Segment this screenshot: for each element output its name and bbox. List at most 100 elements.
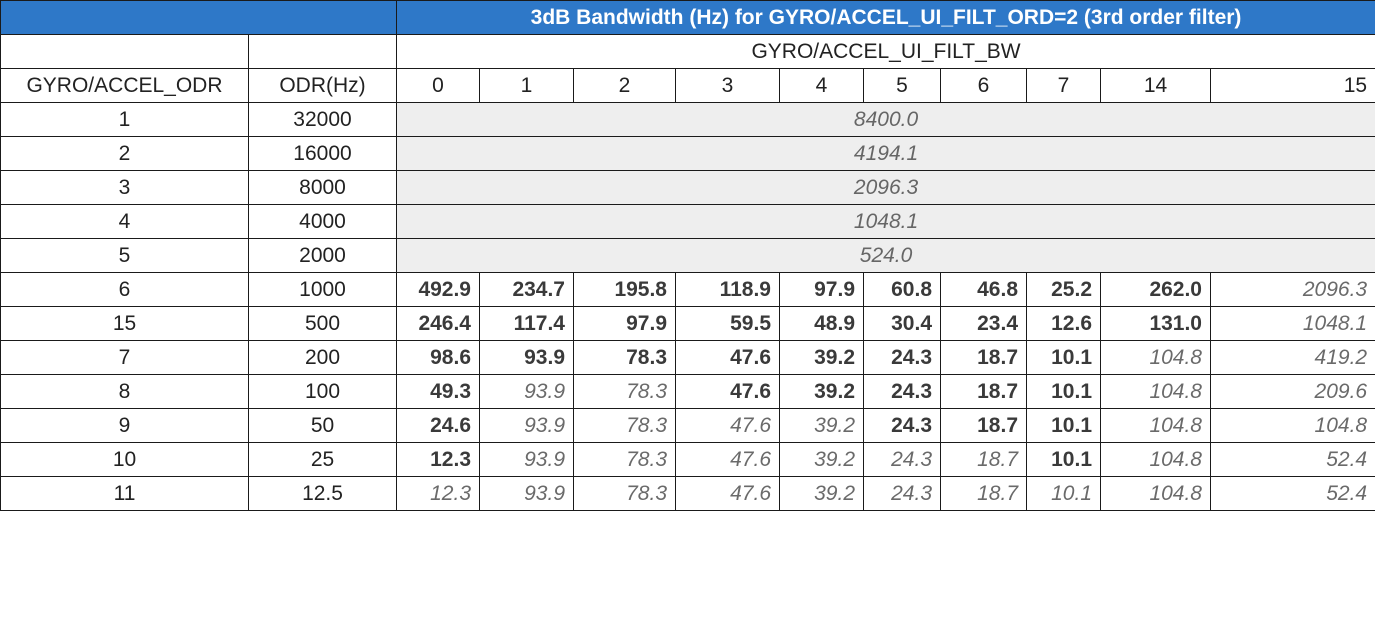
bandwidth-cell: 24.3 (863, 408, 941, 443)
bandwidth-cell: 24.3 (863, 476, 941, 511)
odr-hz-cell: 32000 (248, 102, 397, 137)
bandwidth-cell: 24.6 (396, 408, 480, 443)
odr-cell: 11 (0, 476, 249, 511)
blank-cell (0, 34, 249, 69)
bandwidth-merged-cell: 4194.1 (395, 136, 1375, 171)
odr-cell: 4 (0, 204, 249, 239)
bandwidth-cell: 47.6 (675, 476, 780, 511)
table-title: 3dB Bandwidth (Hz) for GYRO/ACCEL_UI_FIL… (395, 0, 1375, 35)
bandwidth-cell: 131.0 (1100, 306, 1211, 341)
odr-hz-cell: 16000 (248, 136, 397, 171)
bandwidth-table: 3dB Bandwidth (Hz) for GYRO/ACCEL_UI_FIL… (0, 0, 1375, 511)
bandwidth-cell: 419.2 (1209, 340, 1375, 375)
table-row: 11 12.5 12.3 93.9 78.3 47.6 39.2 24.3 18.7 10.1 10… (0, 476, 1375, 511)
col-header-bw-1: 1 (479, 68, 574, 103)
bandwidth-cell: 246.4 (396, 306, 480, 341)
odr-hz-cell: 8000 (248, 170, 397, 205)
odr-cell: 5 (0, 238, 249, 273)
bandwidth-cell: 1048.1 (1209, 306, 1375, 341)
table-row: 15 500 246.4 117.4 97.9 59.5 48.9 30.4 23.4 12.6 1… (0, 306, 1375, 341)
bandwidth-cell: 12.3 (396, 476, 480, 511)
bandwidth-cell: 48.9 (779, 306, 864, 341)
bandwidth-cell: 234.7 (479, 272, 574, 307)
table-row: 2 16000 4194.1 (0, 136, 1375, 171)
bandwidth-cell: 93.9 (479, 408, 574, 443)
group-header-row: GYRO/ACCEL_UI_FILT_BW (0, 34, 1375, 69)
col-header-bw-3: 3 (675, 68, 780, 103)
bandwidth-cell: 78.3 (573, 442, 676, 477)
bandwidth-cell: 492.9 (396, 272, 480, 307)
col-header-bw-14: 14 (1100, 68, 1211, 103)
odr-cell: 8 (0, 374, 249, 409)
bandwidth-cell: 104.8 (1209, 408, 1375, 443)
bandwidth-cell: 49.3 (396, 374, 480, 409)
odr-hz-cell: 12.5 (248, 476, 397, 511)
table-row: 10 25 12.3 93.9 78.3 47.6 39.2 24.3 18.7 10.1 104.… (0, 442, 1375, 477)
bandwidth-cell: 12.3 (396, 442, 480, 477)
bandwidth-cell: 10.1 (1026, 442, 1101, 477)
bandwidth-cell: 52.4 (1209, 476, 1375, 511)
odr-hz-cell: 500 (248, 306, 397, 341)
bandwidth-cell: 10.1 (1026, 340, 1101, 375)
bandwidth-cell: 52.4 (1209, 442, 1375, 477)
table-row: 8 100 49.3 93.9 78.3 47.6 39.2 24.3 18.7 10.1 104.… (0, 374, 1375, 409)
odr-cell: 3 (0, 170, 249, 205)
bandwidth-cell: 10.1 (1026, 476, 1101, 511)
bandwidth-cell: 93.9 (479, 340, 574, 375)
odr-cell: 6 (0, 272, 249, 307)
bandwidth-merged-cell: 1048.1 (395, 204, 1375, 239)
bandwidth-cell: 195.8 (573, 272, 676, 307)
bandwidth-cell: 39.2 (779, 340, 864, 375)
bandwidth-cell: 10.1 (1026, 374, 1101, 409)
bandwidth-cell: 47.6 (675, 442, 780, 477)
bandwidth-cell: 18.7 (940, 374, 1027, 409)
table-row: 1 32000 8400.0 (0, 102, 1375, 137)
blank-cell (248, 34, 397, 69)
bandwidth-merged-cell: 524.0 (395, 238, 1375, 273)
bandwidth-cell: 104.8 (1100, 374, 1211, 409)
bandwidth-cell: 117.4 (479, 306, 574, 341)
odr-hz-cell: 1000 (248, 272, 397, 307)
bandwidth-cell: 39.2 (779, 374, 864, 409)
col-header-odr: GYRO/ACCEL_ODR (0, 68, 249, 103)
col-header-bw-5: 5 (863, 68, 941, 103)
bandwidth-cell: 78.3 (573, 340, 676, 375)
table-row: 7 200 98.6 93.9 78.3 47.6 39.2 24.3 18.7 10.1 104.… (0, 340, 1375, 375)
bandwidth-cell: 98.6 (396, 340, 480, 375)
bandwidth-cell: 39.2 (779, 408, 864, 443)
table-row: 5 2000 524.0 (0, 238, 1375, 273)
odr-hz-cell: 4000 (248, 204, 397, 239)
bandwidth-cell: 93.9 (479, 476, 574, 511)
bandwidth-cell: 46.8 (940, 272, 1027, 307)
odr-cell: 15 (0, 306, 249, 341)
bandwidth-cell: 24.3 (863, 374, 941, 409)
col-header-bw-0: 0 (396, 68, 480, 103)
bandwidth-cell: 39.2 (779, 442, 864, 477)
odr-hz-cell: 50 (248, 408, 397, 443)
title-blank-cell (0, 0, 397, 35)
bandwidth-cell: 104.8 (1100, 442, 1211, 477)
col-header-bw-7: 7 (1026, 68, 1101, 103)
odr-hz-cell: 2000 (248, 238, 397, 273)
bandwidth-cell: 78.3 (573, 408, 676, 443)
title-row: 3dB Bandwidth (Hz) for GYRO/ACCEL_UI_FIL… (0, 0, 1375, 35)
col-header-bw-2: 2 (573, 68, 676, 103)
bandwidth-cell: 25.2 (1026, 272, 1101, 307)
bandwidth-cell: 23.4 (940, 306, 1027, 341)
col-header-bw-6: 6 (940, 68, 1027, 103)
bandwidth-cell: 262.0 (1100, 272, 1211, 307)
bandwidth-cell: 97.9 (573, 306, 676, 341)
bandwidth-cell: 18.7 (940, 442, 1027, 477)
bandwidth-cell: 104.8 (1100, 476, 1211, 511)
odr-cell: 1 (0, 102, 249, 137)
bandwidth-cell: 10.1 (1026, 408, 1101, 443)
col-header-bw-15: 15 (1209, 68, 1375, 103)
bandwidth-cell: 78.3 (573, 476, 676, 511)
bandwidth-cell: 209.6 (1209, 374, 1375, 409)
table-row: 9 50 24.6 93.9 78.3 47.6 39.2 24.3 18.7 10.1 104.8… (0, 408, 1375, 443)
bandwidth-cell: 78.3 (573, 374, 676, 409)
bandwidth-cell: 18.7 (940, 476, 1027, 511)
odr-cell: 2 (0, 136, 249, 171)
odr-hz-cell: 25 (248, 442, 397, 477)
bandwidth-cell: 47.6 (675, 408, 780, 443)
